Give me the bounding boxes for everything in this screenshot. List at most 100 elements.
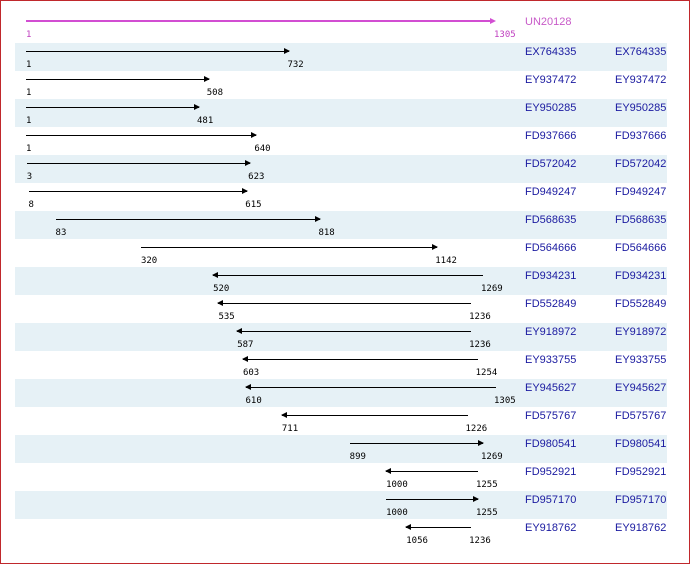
accession-link[interactable]: EY918762	[525, 522, 577, 534]
accession-link[interactable]: FD575767	[525, 410, 577, 422]
alignment-end-label: 1142	[435, 256, 457, 266]
reference-arrowhead	[490, 18, 496, 24]
accession-link[interactable]: EY950285	[525, 102, 577, 114]
reference-start-label: 1	[26, 30, 32, 40]
alignment-end-label: 1305	[494, 396, 516, 406]
alignment-end-label: 1254	[475, 368, 498, 378]
arrow-left-icon	[217, 300, 224, 306]
accession-link-secondary[interactable]: EY933755	[615, 354, 667, 366]
accession-link[interactable]: FD937666	[525, 130, 577, 142]
accession-link-secondary[interactable]: FD552849	[615, 298, 667, 310]
accession-link-secondary[interactable]: FD568635	[615, 214, 667, 226]
accession-link-secondary[interactable]: FD952921	[615, 466, 667, 478]
reference-id[interactable]: UN20128	[525, 16, 572, 28]
alignment-end-label: 732	[287, 60, 304, 70]
reference-line	[26, 20, 492, 22]
arrow-right-icon	[478, 440, 485, 446]
alignment-end-label: 1269	[481, 452, 503, 462]
alignment-start-label: 1000	[386, 508, 408, 518]
alignment-start-label: 899	[349, 452, 366, 462]
alignment-line	[140, 247, 438, 248]
alignment-line	[55, 219, 321, 220]
alignment-start-label: 603	[242, 368, 260, 378]
alignment-end-label: 1236	[469, 536, 491, 546]
arrow-left-icon	[212, 272, 219, 278]
alignment-start-label: 1056	[406, 536, 428, 546]
alignment-line	[26, 135, 257, 136]
alignment-start-label: 1	[26, 116, 32, 126]
alignment-row	[15, 323, 667, 351]
alignment-row	[15, 211, 667, 239]
alignment-end-label: 1269	[481, 284, 503, 294]
accession-link-secondary[interactable]: EY918762	[615, 522, 667, 534]
accession-link[interactable]: EY945627	[525, 382, 577, 394]
arrow-left-icon	[385, 468, 392, 474]
arrow-left-icon	[241, 356, 248, 362]
alignment-line	[349, 443, 483, 444]
alignment-end-label: 640	[254, 144, 271, 154]
alignment-start-label: 8	[28, 200, 34, 210]
accession-link[interactable]: EY937472	[525, 74, 577, 86]
alignment-line	[26, 163, 251, 164]
accession-link[interactable]: EY918972	[525, 326, 577, 338]
alignment-start-label: 1	[26, 144, 32, 154]
alignment-end-label: 481	[197, 116, 214, 126]
accession-link[interactable]: FD572042	[525, 158, 577, 170]
accession-link[interactable]: FD952921	[525, 466, 577, 478]
arrow-left-icon	[280, 412, 287, 418]
accession-link-secondary[interactable]: FD980541	[615, 438, 667, 450]
accession-link[interactable]: EX764335	[525, 46, 577, 58]
alignment-line	[213, 275, 484, 276]
accession-link[interactable]: EY933755	[525, 354, 577, 366]
reference-end-label: 1305	[494, 30, 516, 40]
accession-link-secondary[interactable]: FD934231	[615, 270, 667, 282]
alignment-end-label: 1236	[469, 312, 491, 322]
alignment-start-label: 320	[140, 256, 158, 266]
accession-link-secondary[interactable]: FD937666	[615, 130, 667, 142]
accession-link-secondary[interactable]: EY945627	[615, 382, 667, 394]
arrow-right-icon	[203, 76, 210, 82]
accession-link-secondary[interactable]: EY918972	[615, 326, 667, 338]
alignment-end-label: 818	[318, 228, 335, 238]
accession-link-secondary[interactable]: FD575767	[615, 410, 667, 422]
arrow-right-icon	[472, 496, 479, 502]
alignment-line	[406, 527, 472, 528]
alignment-end-label: 623	[248, 172, 265, 182]
arrow-right-icon	[251, 132, 258, 138]
alignment-row	[15, 435, 667, 463]
alignment-start-label: 83	[55, 228, 67, 238]
alignment-start-label: 610	[245, 396, 262, 406]
accession-link-secondary[interactable]: FD949247	[615, 186, 667, 198]
alignment-row	[15, 267, 667, 295]
arrow-left-icon	[405, 524, 412, 530]
alignment-end-label: 615	[245, 200, 262, 210]
accession-link[interactable]: FD949247	[525, 186, 577, 198]
alignment-row	[15, 43, 667, 71]
accession-link[interactable]: FD568635	[525, 214, 577, 226]
alignment-line	[28, 191, 248, 192]
accession-link[interactable]: FD957170	[525, 494, 577, 506]
alignment-line	[26, 51, 290, 52]
accession-link-secondary[interactable]: EY950285	[615, 102, 667, 114]
alignment-end-label: 1226	[465, 424, 488, 434]
accession-link[interactable]: FD934231	[525, 270, 577, 282]
alignment-line	[218, 303, 472, 304]
alignment-start-label: 1	[26, 60, 32, 70]
alignment-row	[15, 99, 667, 127]
accession-link[interactable]: FD552849	[525, 298, 577, 310]
accession-link-secondary[interactable]: FD957170	[615, 494, 667, 506]
accession-link-secondary[interactable]: EX764335	[615, 46, 667, 58]
accession-link-secondary[interactable]: FD572042	[615, 158, 667, 170]
alignment-line	[237, 331, 472, 332]
arrow-right-icon	[284, 48, 291, 54]
arrow-right-icon	[432, 244, 439, 250]
alignment-start-label: 1000	[386, 480, 408, 490]
accession-link[interactable]: FD564666	[525, 242, 577, 254]
accession-link-secondary[interactable]: EY937472	[615, 74, 667, 86]
alignment-start-label: 587	[237, 340, 254, 350]
accession-link[interactable]: FD980541	[525, 438, 577, 450]
accession-link-secondary[interactable]: FD564666	[615, 242, 667, 254]
alignment-line	[242, 359, 478, 360]
alignment-line	[386, 471, 478, 472]
